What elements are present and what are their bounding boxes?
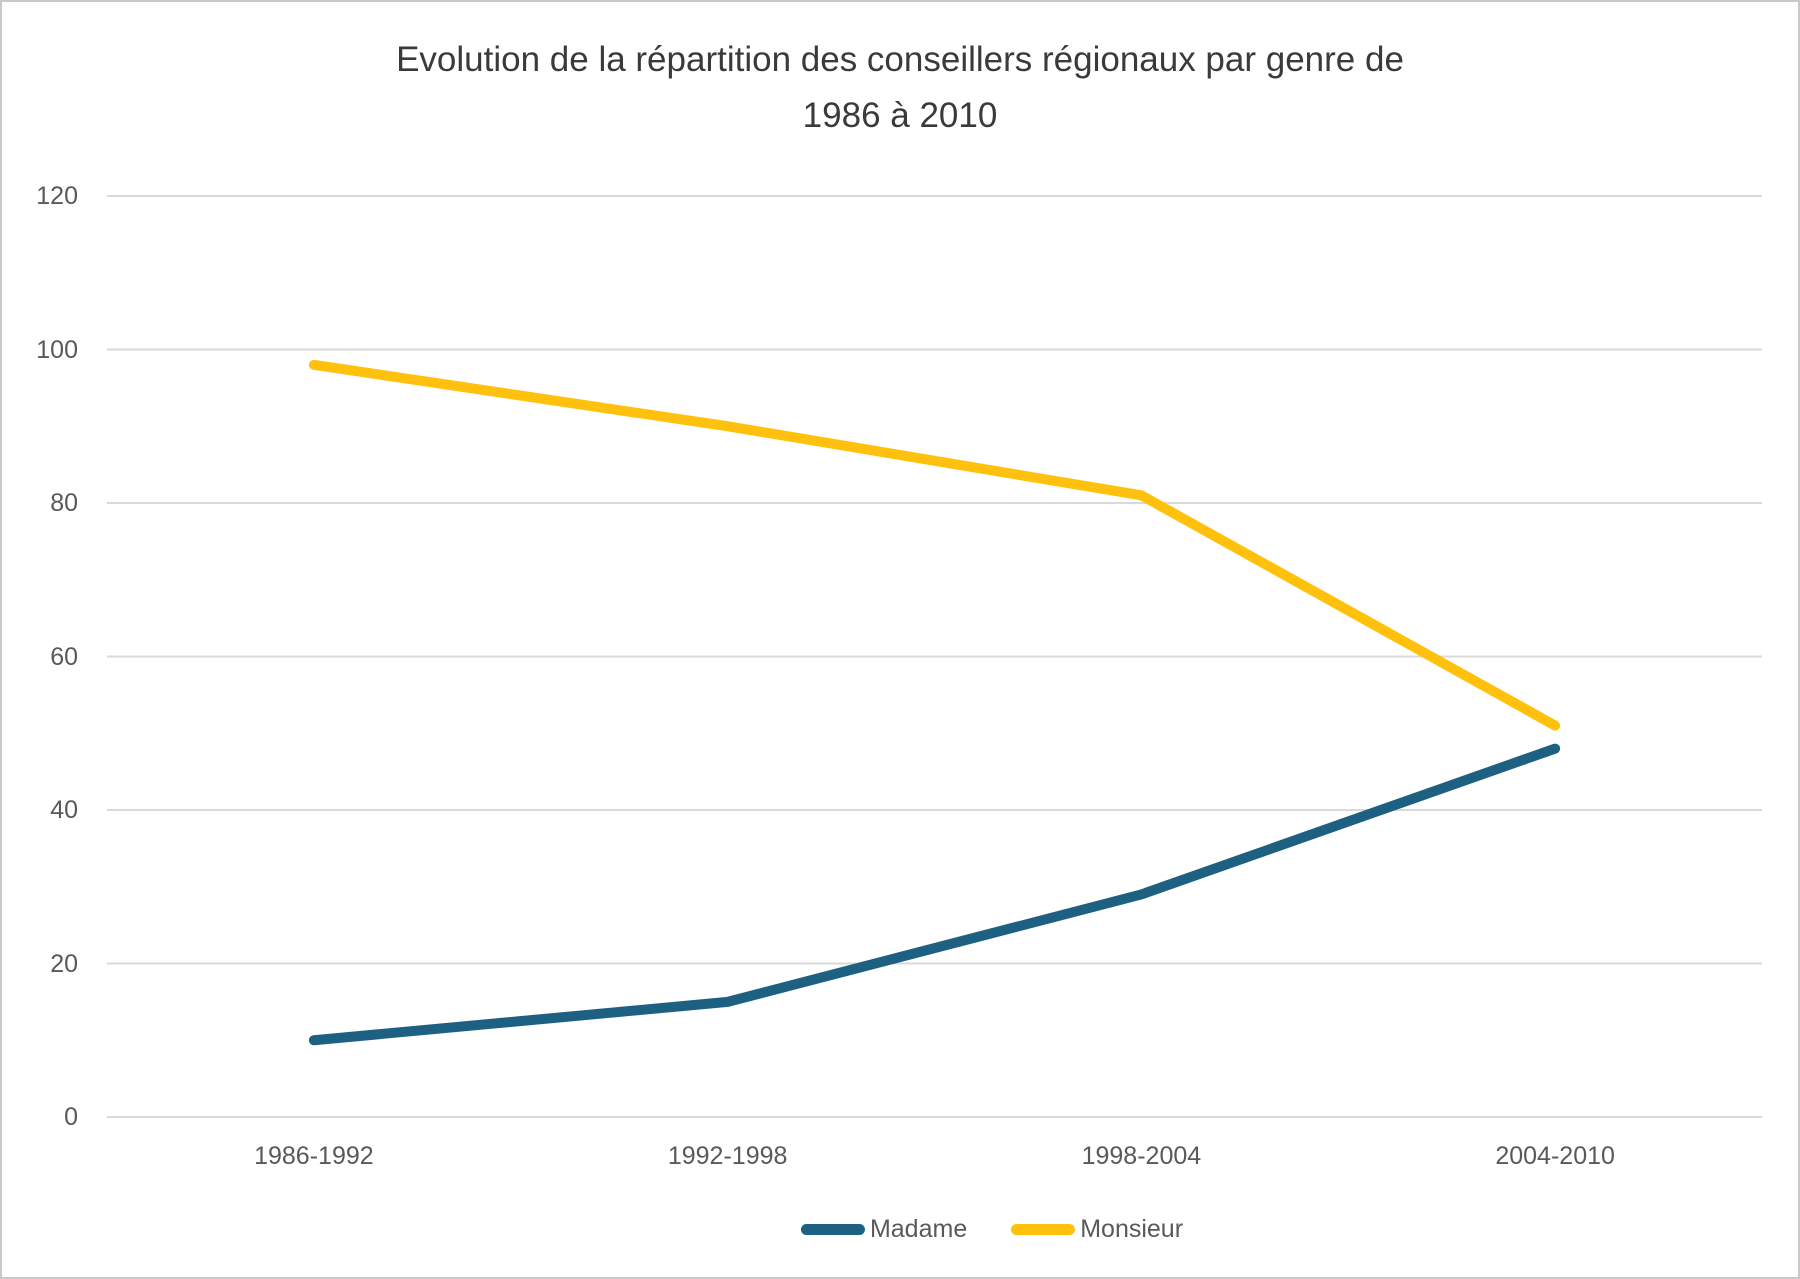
y-axis-tick-20: 20 <box>50 949 78 978</box>
y-axis-tick-100: 100 <box>36 335 78 364</box>
y-axis-tick-80: 80 <box>50 489 78 517</box>
chart-title-line2: 1986 à 2010 <box>802 96 998 135</box>
chart-title: Evolution de la répartition des conseill… <box>2 32 1798 144</box>
series-line-madame <box>308 743 1561 1046</box>
x-axis-label-1: 1992-1998 <box>667 1142 788 1170</box>
chart-title-line1: Evolution de la répartition des conseill… <box>396 40 1404 79</box>
x-axis-label-3: 2004-2010 <box>1495 1142 1615 1170</box>
x-axis-label-2: 1998-2004 <box>1081 1142 1202 1170</box>
x-axis-label-0: 1986-1992 <box>254 1142 374 1170</box>
legend-item-monsieur: Monsieur <box>1011 1213 1183 1245</box>
y-axis-tick-60: 60 <box>50 642 78 671</box>
legend-item-madame: Madame <box>800 1213 968 1245</box>
series-line-monsieur <box>308 359 1561 731</box>
monsieur-line-swatch-icon <box>1011 1223 1076 1235</box>
y-axis-tick-0: 0 <box>64 1103 78 1131</box>
y-axis-tick-120: 120 <box>36 182 78 210</box>
legend-label-madame: Madame <box>869 1215 968 1243</box>
madame-line-swatch-icon <box>800 1223 865 1235</box>
legend-label-monsieur: Monsieur <box>1080 1215 1184 1243</box>
chart-legend: Madame Monsieur <box>800 1213 1183 1245</box>
y-axis-tick-40: 40 <box>50 796 78 824</box>
